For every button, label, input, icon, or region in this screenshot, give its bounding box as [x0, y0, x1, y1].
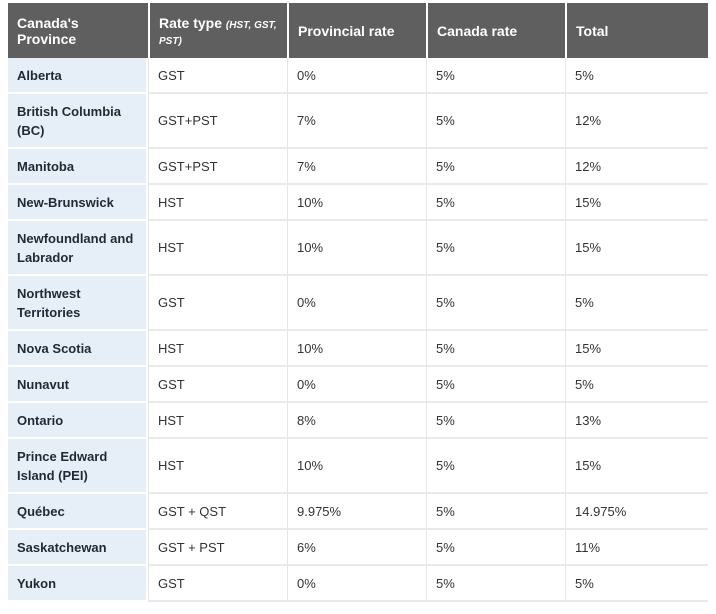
provincial-rate-cell: 10%: [287, 185, 426, 221]
table-row: Québec GST + QST 9.975% 5% 14.975%: [8, 494, 708, 530]
total-cell: 12%: [565, 94, 708, 149]
province-cell: New-Brunswick: [8, 185, 148, 221]
header-provincial-rate: Provincial rate: [287, 3, 426, 58]
rate-type-cell: HST: [148, 221, 287, 276]
total-cell: 15%: [565, 331, 708, 367]
province-cell: Nunavut: [8, 367, 148, 403]
canada-rate-cell: 5%: [426, 494, 565, 530]
province-cell: Ontario: [8, 403, 148, 439]
table-row: New-Brunswick HST 10% 5% 15%: [8, 185, 708, 221]
table-row: British Columbia (BC) GST+PST 7% 5% 12%: [8, 94, 708, 149]
header-canada-rate: Canada rate: [426, 3, 565, 58]
canada-rate-cell: 5%: [426, 94, 565, 149]
table-row: Nova Scotia HST 10% 5% 15%: [8, 331, 708, 367]
table-row: Saskatchewan GST + PST 6% 5% 11%: [8, 530, 708, 566]
provincial-rate-cell: 9.975%: [287, 494, 426, 530]
table-row: Nunavut GST 0% 5% 5%: [8, 367, 708, 403]
table-row: Yukon GST 0% 5% 5%: [8, 566, 708, 602]
canada-rate-cell: 5%: [426, 149, 565, 185]
province-cell: Northwest Territories: [8, 276, 148, 331]
table-row: Alberta GST 0% 5% 5%: [8, 58, 708, 94]
provincial-rate-cell: 0%: [287, 566, 426, 602]
rate-type-cell: GST+PST: [148, 94, 287, 149]
provincial-rate-cell: 0%: [287, 276, 426, 331]
total-cell: 5%: [565, 367, 708, 403]
total-cell: 13%: [565, 403, 708, 439]
canada-rate-cell: 5%: [426, 221, 565, 276]
canada-rate-cell: 5%: [426, 439, 565, 494]
canada-rate-cell: 5%: [426, 403, 565, 439]
header-rate-type-note: (HST, GST, PST): [159, 19, 277, 47]
rate-type-cell: HST: [148, 439, 287, 494]
provincial-rate-cell: 0%: [287, 367, 426, 403]
provincial-rate-cell: 10%: [287, 439, 426, 494]
provincial-rate-cell: 10%: [287, 331, 426, 367]
rate-type-cell: GST: [148, 276, 287, 331]
provincial-rate-cell: 7%: [287, 94, 426, 149]
header-total: Total: [565, 3, 708, 58]
total-cell: 12%: [565, 149, 708, 185]
total-cell: 5%: [565, 58, 708, 94]
canada-rate-cell: 5%: [426, 530, 565, 566]
tax-rates-table: Canada's Province Rate type (HST, GST, P…: [8, 3, 708, 602]
total-cell: 11%: [565, 530, 708, 566]
canada-rate-cell: 5%: [426, 58, 565, 94]
table-row: Ontario HST 8% 5% 13%: [8, 403, 708, 439]
provincial-rate-cell: 7%: [287, 149, 426, 185]
table-row: Manitoba GST+PST 7% 5% 12%: [8, 149, 708, 185]
canada-rate-cell: 5%: [426, 367, 565, 403]
total-cell: 5%: [565, 276, 708, 331]
total-cell: 15%: [565, 185, 708, 221]
canada-rate-cell: 5%: [426, 276, 565, 331]
rate-type-cell: GST + PST: [148, 530, 287, 566]
province-cell: Québec: [8, 494, 148, 530]
table-row: Prince Edward Island (PEI) HST 10% 5% 15…: [8, 439, 708, 494]
table-row: Newfoundland and Labrador HST 10% 5% 15%: [8, 221, 708, 276]
table-row: Northwest Territories GST 0% 5% 5%: [8, 276, 708, 331]
rate-type-cell: HST: [148, 185, 287, 221]
province-cell: Alberta: [8, 58, 148, 94]
total-cell: 5%: [565, 566, 708, 602]
canada-rate-cell: 5%: [426, 331, 565, 367]
header-rate-type: Rate type (HST, GST, PST): [148, 3, 287, 58]
province-cell: British Columbia (BC): [8, 94, 148, 149]
rate-type-cell: GST: [148, 566, 287, 602]
province-cell: Nova Scotia: [8, 331, 148, 367]
header-province: Canada's Province: [8, 3, 148, 58]
rate-type-cell: GST: [148, 58, 287, 94]
total-cell: 15%: [565, 439, 708, 494]
total-cell: 15%: [565, 221, 708, 276]
province-cell: Yukon: [8, 566, 148, 602]
canada-rate-cell: 5%: [426, 185, 565, 221]
table-header-row: Canada's Province Rate type (HST, GST, P…: [8, 3, 708, 58]
province-cell: Prince Edward Island (PEI): [8, 439, 148, 494]
provincial-rate-cell: 10%: [287, 221, 426, 276]
header-rate-type-label: Rate type: [159, 14, 223, 31]
rate-type-cell: GST: [148, 367, 287, 403]
total-cell: 14.975%: [565, 494, 708, 530]
provincial-rate-cell: 0%: [287, 58, 426, 94]
rate-type-cell: HST: [148, 331, 287, 367]
province-cell: Manitoba: [8, 149, 148, 185]
provincial-rate-cell: 8%: [287, 403, 426, 439]
provincial-rate-cell: 6%: [287, 530, 426, 566]
rate-type-cell: GST + QST: [148, 494, 287, 530]
rate-type-cell: HST: [148, 403, 287, 439]
province-cell: Newfoundland and Labrador: [8, 221, 148, 276]
rate-type-cell: GST+PST: [148, 149, 287, 185]
canada-rate-cell: 5%: [426, 566, 565, 602]
province-cell: Saskatchewan: [8, 530, 148, 566]
